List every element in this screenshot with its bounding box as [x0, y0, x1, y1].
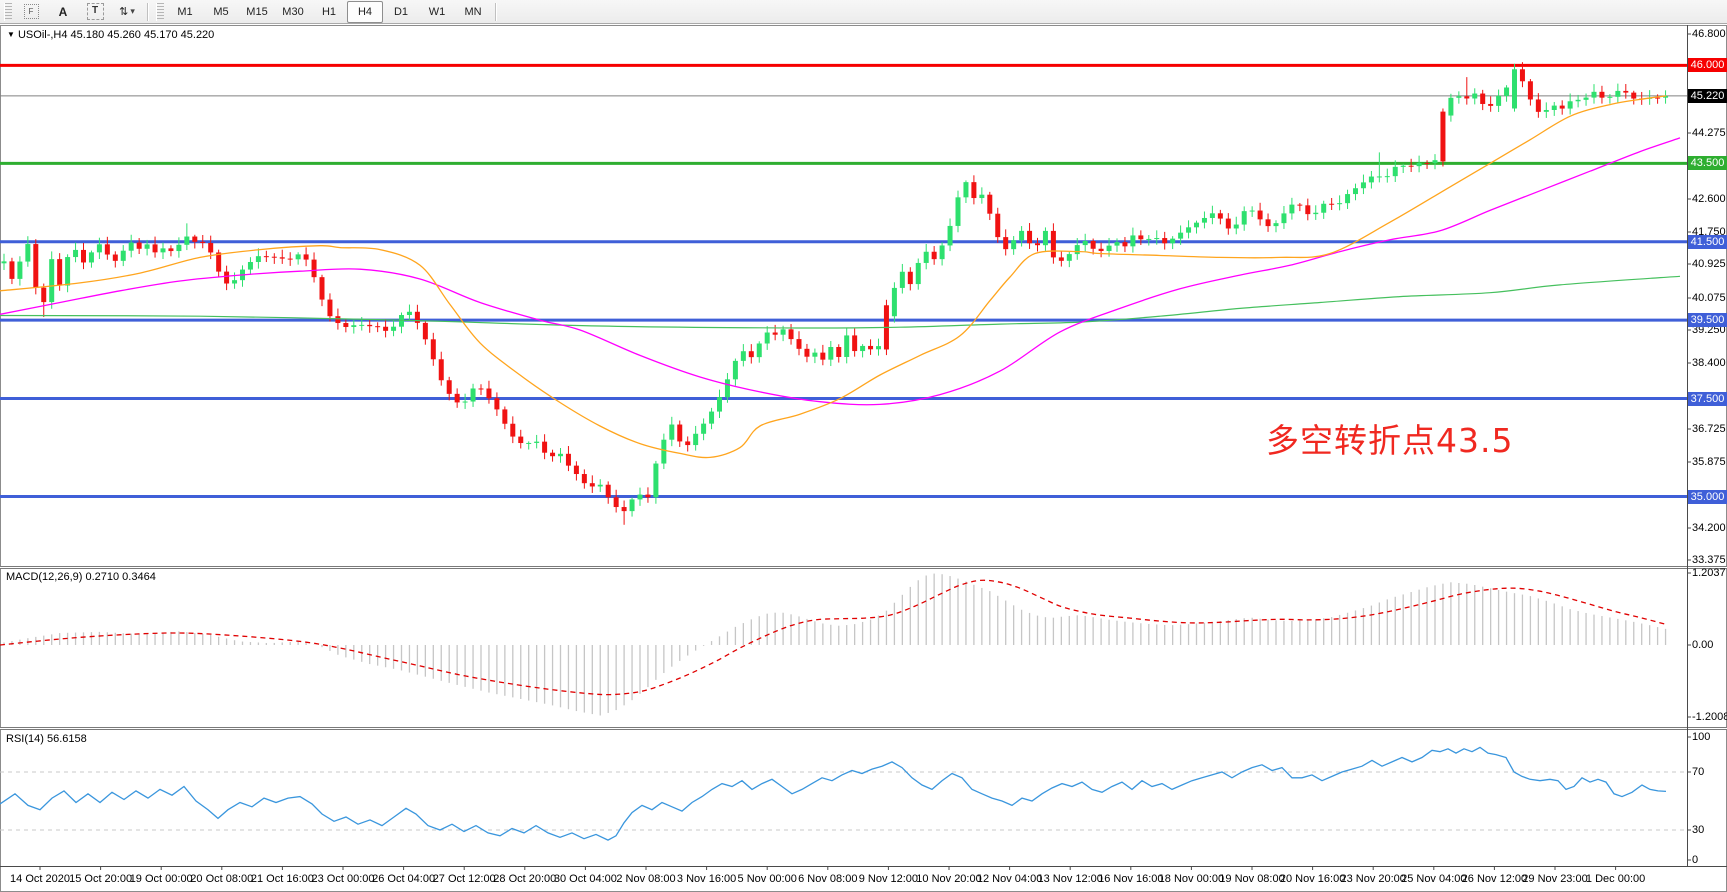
macd-axis-tick: 0.00: [1692, 639, 1714, 651]
timeframe-button-m1[interactable]: M1: [177, 5, 193, 18]
time-axis-label: 18 Nov 00:00: [1158, 873, 1225, 885]
time-axis-label: 20 Nov 16:00: [1279, 873, 1346, 885]
price-level-badge: 41.500: [1688, 235, 1727, 249]
time-axis-label: 5 Nov 00:00: [737, 873, 797, 885]
price-level-badge: 45.220: [1688, 89, 1727, 103]
time-axis-label: 25 Nov 04:00: [1401, 873, 1467, 885]
rsi-label: RSI(14) 56.6158: [6, 733, 87, 745]
toolbar-separator: [147, 2, 148, 21]
price-level-badge: 35.000: [1688, 490, 1727, 504]
timeframe-button-d1[interactable]: D1: [393, 5, 409, 18]
price-axis-tick: 39.250: [1692, 324, 1726, 336]
macd-axis-tick: 1.2037: [1692, 567, 1726, 579]
time-axis-label: 23 Oct 00:00: [311, 873, 375, 885]
time-axis-label: 13 Nov 12:00: [1037, 873, 1103, 885]
price-axis-tick: 46.800: [1692, 28, 1726, 40]
price-axis-tick: 44.275: [1692, 127, 1726, 139]
time-axis-label: 20 Oct 08:00: [190, 873, 254, 885]
time-axis-label: 19 Oct 00:00: [129, 873, 193, 885]
toolbar-grip[interactable]: [156, 2, 164, 21]
time-axis-label: 30 Oct 04:00: [553, 873, 617, 885]
timeframe-button-h4[interactable]: H4: [347, 0, 383, 23]
text-box-icon[interactable]: T: [79, 1, 111, 23]
time-axis-label: 2 Nov 08:00: [616, 873, 676, 885]
price-axis-tick: 36.725: [1692, 423, 1726, 435]
price-level-badge: 39.500: [1688, 313, 1727, 327]
time-axis-label: 3 Nov 16:00: [676, 873, 737, 885]
time-axis-label: 16 Nov 16:00: [1098, 873, 1164, 885]
chevron-down-icon: ▾: [130, 6, 135, 16]
time-axis-label: 6 Nov 08:00: [798, 873, 858, 885]
time-axis-label: 26 Oct 04:00: [372, 873, 436, 885]
timeframe-button-m30[interactable]: M30: [282, 5, 304, 18]
toolbar-separator: [495, 2, 496, 21]
price-axis-tick: 40.925: [1692, 258, 1726, 270]
chart-title: ▼ USOil-,H4 45.180 45.260 45.170 45.220: [7, 29, 215, 41]
rsi-axis-tick: 0: [1692, 854, 1699, 866]
timeframe-button-h1[interactable]: H1: [321, 5, 337, 18]
price-axis-tick: 40.075: [1692, 292, 1726, 304]
time-axis-label: 1 Dec 00:00: [1585, 873, 1646, 885]
time-axis-label: 19 Nov 08:00: [1219, 873, 1285, 885]
macd-axis-tick: -1.2008: [1692, 711, 1727, 723]
time-axis-label: 10 Nov 20:00: [916, 873, 982, 885]
price-axis-tick: 38.400: [1692, 357, 1726, 369]
price-axis-tick: 33.375: [1692, 554, 1726, 566]
rsi-axis-tick: 30: [1692, 824, 1705, 836]
arrows-tool-icon[interactable]: ⇅ ▾: [119, 6, 135, 18]
timeframe-button-w1[interactable]: W1: [428, 5, 446, 18]
time-axis-label: 15 Oct 20:00: [69, 873, 133, 885]
chart-canvas[interactable]: [0, 25, 1727, 892]
time-axis-label: 23 Nov 20:00: [1340, 873, 1406, 885]
time-axis-label: 14 Oct 2020: [10, 873, 70, 885]
timeframe-buttons: M1 M5 M15 M30 H1 H4 D1 W1 MN: [167, 0, 491, 23]
rsi-axis-tick: 70: [1692, 766, 1705, 778]
time-axis-label: 26 Nov 12:00: [1461, 873, 1528, 885]
price-axis-tick: 34.200: [1692, 522, 1726, 534]
price-level-badge: 43.500: [1688, 156, 1727, 170]
time-axis-label: 9 Nov 12:00: [858, 873, 919, 885]
time-axis-label: 27 Oct 12:00: [432, 873, 496, 885]
time-axis-label: 28 Oct 20:00: [493, 873, 557, 885]
price-axis-tick: 35.875: [1692, 456, 1726, 468]
price-axis-tick: 42.600: [1692, 193, 1726, 205]
chart-foreground-icon[interactable]: F: [15, 1, 47, 23]
macd-label: MACD(12,26,9) 0.2710 0.3464: [6, 571, 156, 583]
time-axis-label: 29 Nov 23:00: [1522, 873, 1588, 885]
text-label-icon[interactable]: A: [58, 4, 68, 19]
toolbar-grip[interactable]: [4, 2, 12, 21]
timeframe-button-m5[interactable]: M5: [213, 5, 229, 18]
timeframe-button-m15[interactable]: M15: [246, 5, 268, 18]
chart-window[interactable]: [0, 25, 1727, 892]
time-axis-label: 21 Oct 16:00: [250, 873, 314, 885]
timeframe-button-mn[interactable]: MN: [464, 5, 482, 18]
time-axis-label: 12 Nov 04:00: [976, 873, 1043, 885]
price-level-badge: 46.000: [1688, 58, 1727, 72]
rsi-axis-tick: 100: [1692, 731, 1711, 743]
price-level-badge: 37.500: [1688, 392, 1727, 406]
quick-menu-icon[interactable]: ▼: [7, 30, 15, 39]
toolbar: F A T ⇅ ▾ M1 M5 M15 M30 H1 H4 D1 W1 MN: [0, 0, 1727, 24]
chart-annotation: 多空转折点43.5: [1266, 421, 1514, 460]
